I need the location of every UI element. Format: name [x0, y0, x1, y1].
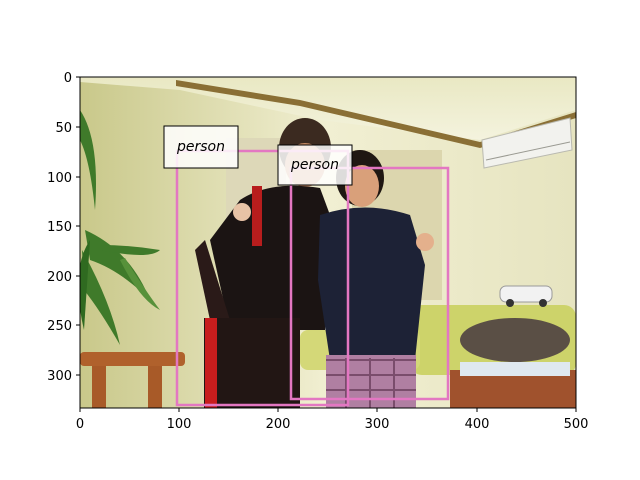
plant: [80, 110, 160, 345]
detection-label: person: [176, 139, 225, 155]
x-tick-label: 0: [76, 417, 84, 432]
toy-car: [499, 285, 553, 307]
y-tick-label: 200: [47, 270, 72, 285]
detection-label-bg: [163, 125, 239, 169]
y-tick-label: 250: [47, 319, 72, 334]
detection-label: person: [290, 157, 339, 173]
detection-label-bg: [277, 144, 353, 186]
x-tick-label: 200: [266, 417, 291, 432]
detection-box-2: person: [277, 144, 450, 401]
x-tick-label: 100: [167, 417, 192, 432]
y-tick-label: 150: [47, 220, 72, 235]
y-tick-label: 50: [55, 121, 72, 136]
x-tick-label: 500: [564, 417, 589, 432]
photo: [80, 77, 576, 408]
y-axis: 0 50 100 150 200 250 300: [47, 71, 80, 384]
bounding-box: [289, 166, 450, 401]
y-tick-label: 100: [47, 171, 72, 186]
y-tick-label: 0: [64, 71, 72, 86]
bounding-box: [175, 149, 350, 407]
x-axis: 0 100 200 300 400 500: [76, 408, 589, 432]
axes-frame: [79, 76, 577, 409]
air-conditioner: [481, 117, 573, 169]
x-tick-label: 300: [365, 417, 390, 432]
detection-box-1: person: [163, 125, 350, 407]
person-left: [195, 118, 331, 408]
table: [80, 352, 576, 408]
y-tick-label: 300: [47, 369, 72, 384]
x-tick-label: 400: [465, 417, 490, 432]
